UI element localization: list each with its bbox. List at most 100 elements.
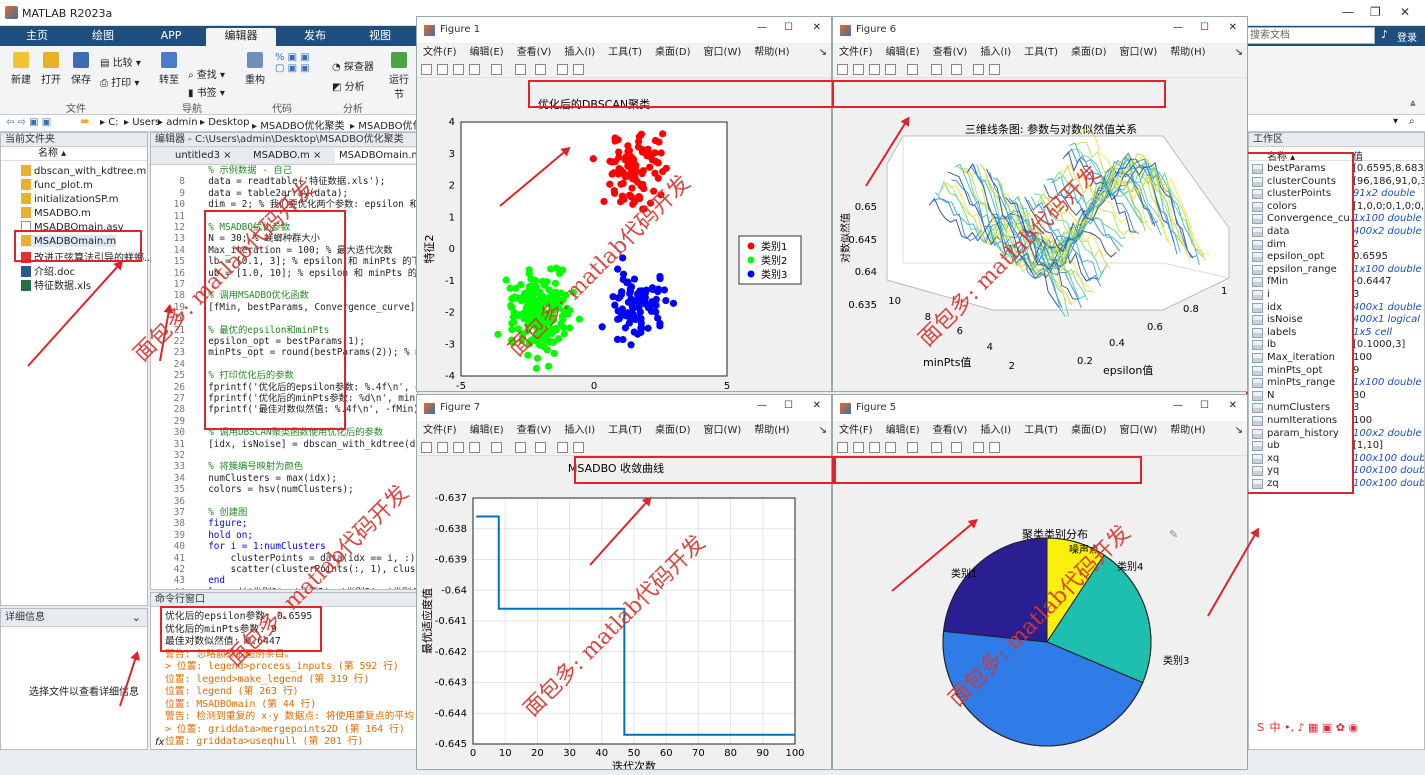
code-line[interactable]: 13 N = 30; % 蜣螂种群大小 [151, 233, 320, 244]
open-button[interactable]: 打开 [40, 52, 62, 86]
open-icon[interactable] [853, 442, 864, 453]
refactor-button[interactable]: 重构 [244, 52, 266, 86]
variable-row[interactable]: epsilon_opt 0.6595 [1249, 251, 1424, 263]
figure-menu-item[interactable]: 工具(T) [1024, 425, 1059, 436]
variable-row[interactable]: minPts_opt 9 [1249, 365, 1424, 377]
legend-icon[interactable] [951, 64, 962, 75]
tab-apps[interactable]: APP [160, 29, 182, 42]
variable-row[interactable]: minPts_range 1x100 double [1249, 377, 1424, 389]
property-icon[interactable] [573, 64, 584, 75]
file-item[interactable]: 介绍.doc [21, 263, 75, 278]
property-icon[interactable] [573, 442, 584, 453]
command-window[interactable]: 命令行窗口 优化后的epsilon参数: 0.6595 优化后的minPts参数:… [150, 592, 418, 750]
code-line[interactable]: 41 clusterPoints = data(idx == i, :); [151, 553, 417, 564]
file-item[interactable]: MSADBO.m [21, 207, 91, 219]
find-button[interactable]: ⌕ 查找 ▾ [188, 70, 225, 81]
maximize-icon[interactable]: ☐ [784, 22, 793, 33]
login-link[interactable]: 登录 [1397, 33, 1417, 44]
code-line[interactable]: 20 [151, 313, 197, 324]
variable-row[interactable]: ub [1,10] [1249, 440, 1424, 452]
figure-menu-item[interactable]: 编辑(E) [885, 47, 920, 58]
figure-menu-item[interactable]: 帮助(H) [754, 47, 790, 58]
close-icon[interactable]: ✕ [812, 22, 821, 33]
file-item[interactable]: 特征数据.xls [21, 277, 91, 292]
variable-row[interactable]: labels 1x5 cell [1249, 327, 1424, 339]
open-icon[interactable] [437, 64, 448, 75]
tab-view[interactable]: 视图 [369, 29, 391, 42]
maximize-icon[interactable]: ☐ [1200, 400, 1209, 411]
variable-row[interactable]: dim 2 [1249, 239, 1424, 251]
nav-arrows-icon[interactable]: ⇦ ⇨ ▣ ▣ [6, 117, 52, 128]
code-line[interactable]: 21 % 最优的epsilon和minPts [151, 325, 330, 336]
code-line[interactable]: 38 figure; [151, 518, 248, 529]
panel-icon[interactable] [931, 442, 942, 453]
code-line[interactable]: 36 [151, 496, 197, 507]
link-icon[interactable] [491, 64, 502, 75]
minimize-icon[interactable]: — [1342, 5, 1354, 19]
code-line[interactable]: 31 [idx, isNoise] = dbscan_with_kdtree(d… [151, 439, 417, 450]
figure-menu-item[interactable]: 工具(T) [608, 47, 643, 58]
variable-row[interactable]: numClusters 3 [1249, 402, 1424, 414]
tab-plots[interactable]: 绘图 [92, 29, 114, 42]
variable-row[interactable]: N 30 [1249, 390, 1424, 402]
search-icon[interactable]: ⌕ [1409, 116, 1415, 127]
variable-row[interactable]: lb [0.1000,3] [1249, 339, 1424, 351]
figure-menu-item[interactable]: 插入(I) [980, 425, 1012, 436]
save-button[interactable]: 保存 [70, 52, 92, 86]
variable-row[interactable]: clusterCounts [96,186,91,0,38] [1249, 176, 1424, 188]
analyze-button[interactable]: ◩ 分析 [332, 82, 365, 93]
tab-publish[interactable]: 发布 [304, 29, 326, 42]
code-line[interactable]: 22 epsilon_opt = bestParams(1); [151, 336, 365, 347]
collapse-ribbon-icon[interactable]: ⩓ [1410, 98, 1416, 109]
minimize-icon[interactable]: — [757, 400, 767, 411]
minimize-icon[interactable]: — [757, 22, 767, 33]
search-documentation-input[interactable]: 搜索文档 [1245, 27, 1375, 44]
new-figure-icon[interactable] [421, 64, 432, 75]
code-line[interactable]: 29 [151, 416, 197, 427]
code-line[interactable]: 8 data = readtable('特征数据.xls'); [151, 176, 385, 187]
figure-menu-item[interactable]: 编辑(E) [469, 47, 504, 58]
variable-row[interactable]: Convergence_cu... 1x100 double [1249, 213, 1424, 225]
brush-icon[interactable]: ✎ [1169, 528, 1178, 541]
new-figure-icon[interactable] [837, 64, 848, 75]
new-button[interactable]: 新建 [10, 52, 32, 86]
variable-row[interactable]: zq 100x100 double [1249, 478, 1424, 490]
link-icon[interactable] [491, 442, 502, 453]
figure-menu-item[interactable]: 桌面(D) [1071, 425, 1107, 436]
code-line[interactable]: 14 Max_iteration = 100; % 最大迭代次数 [151, 245, 393, 256]
print-icon[interactable] [885, 64, 896, 75]
figure-menu-item[interactable]: 文件(F) [423, 47, 457, 58]
code-line[interactable]: 10 dim = 2; % 我们要优化两个参数: epsilon 和 m [151, 199, 417, 210]
figure-menu-item[interactable]: 查看(V) [516, 425, 552, 436]
code-line[interactable]: 16 ub = [1.0, 10]; % epsilon 和 minPts 的上… [151, 268, 417, 279]
name-column-header[interactable]: 名称 ▴ [1, 147, 147, 161]
legend-icon[interactable] [951, 442, 962, 453]
tab-editor[interactable]: 编辑器 [206, 28, 276, 46]
pointer-icon[interactable] [557, 64, 568, 75]
search-icon[interactable]: ⌕ [1362, 28, 1369, 42]
path-crumb-5[interactable]: ▸ MSADBO优化kd [350, 121, 435, 132]
file-item-selected[interactable]: MSADBOmain.m [21, 235, 117, 247]
variable-row[interactable]: bestParams [0.6595,8.6839] [1249, 163, 1424, 175]
figure-menu-item[interactable]: 桌面(D) [655, 425, 691, 436]
print-icon[interactable] [469, 442, 480, 453]
code-line[interactable]: 18 % 调用MSADBO优化函数 [151, 290, 309, 301]
profiler-button[interactable]: ◔ 探查器 [332, 62, 374, 73]
path-crumb-4[interactable]: ▸ MSADBO优化聚类 [252, 121, 345, 132]
path-crumb-2[interactable]: ▸ admin [158, 117, 198, 128]
code-line[interactable]: 30 % 调用DBSCAN聚类函数使用优化后的参数 [151, 427, 383, 438]
figure-menu-item[interactable]: 查看(V) [932, 425, 968, 436]
code-line[interactable]: 28 fprintf('最佳对数似然值: %.4f\n', -fMin); [151, 404, 417, 415]
bell-icon[interactable]: ♪ [1381, 28, 1389, 41]
file-item[interactable]: dbscan_with_kdtree.m [21, 165, 146, 177]
code-area[interactable]: % 示例数据 - 自己 8 data = readtable('特征数据.xls'… [151, 165, 417, 589]
print-icon[interactable] [885, 442, 896, 453]
file-item[interactable]: func_plot.m [21, 179, 93, 191]
figure-menu-item[interactable]: 窗口(W) [703, 425, 742, 436]
figure-menu-item[interactable]: 插入(I) [564, 47, 596, 58]
maximize-icon[interactable]: ☐ [1200, 22, 1209, 33]
close-icon[interactable]: ✕ [812, 400, 821, 411]
file-item[interactable]: 改进正弦算法引导的蜣螂... [21, 249, 154, 264]
new-figure-icon[interactable] [837, 442, 848, 453]
